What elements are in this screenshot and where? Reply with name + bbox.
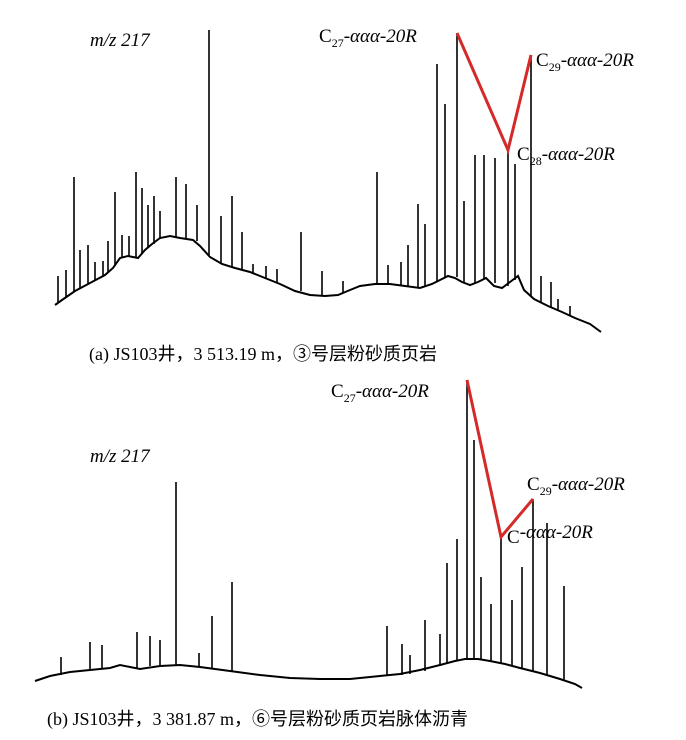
panel-a-c27-label: C27-ααα-20R <box>319 26 417 50</box>
panel-b-peaks <box>60 380 565 680</box>
panel-a-baseline <box>54 234 602 333</box>
panel-a-c28-label: C28-ααα-20R <box>517 144 615 168</box>
panel-b-c27-label: C27-ααα-20R <box>331 381 429 405</box>
panel-a-peaks <box>57 30 571 316</box>
panel-b-c28-label: C-ααα-20R <box>507 522 593 548</box>
panel-b-sterane-connector <box>465 379 535 541</box>
panel-a-c29-label: C29-ααα-20R <box>536 50 634 74</box>
panel-b-baseline <box>34 658 583 689</box>
panel-a: m/z 217 <box>54 26 634 365</box>
panel-a-caption: (a) JS103井，3 513.19 m，③号层粉砂质页岩 <box>89 344 437 365</box>
panel-b-ion-label: m/z 217 <box>90 446 151 467</box>
panel-b: m/z 217 <box>34 379 625 730</box>
panel-b-caption: (b) JS103井，3 381.87 m，⑥号层粉砂质页岩脉体沥青 <box>47 709 468 730</box>
panel-a-ion-label: m/z 217 <box>90 30 151 51</box>
panel-b-c29-label: C29-ααα-20R <box>527 474 625 498</box>
panel-a-sterane-connector <box>455 32 533 155</box>
